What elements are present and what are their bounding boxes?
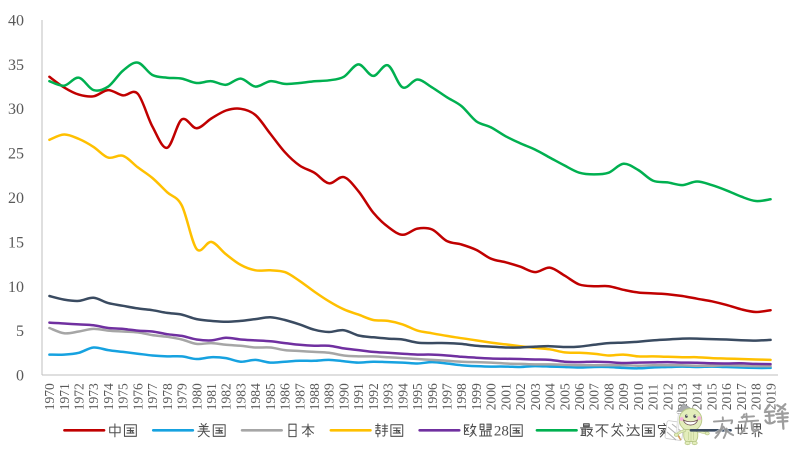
svg-text:2009: 2009 <box>616 383 631 410</box>
svg-text:1983: 1983 <box>233 383 248 410</box>
svg-text:1987: 1987 <box>292 383 307 410</box>
svg-text:1978: 1978 <box>160 383 175 410</box>
svg-text:20: 20 <box>8 190 24 207</box>
svg-text:1993: 1993 <box>381 383 396 410</box>
svg-text:1992: 1992 <box>366 383 381 410</box>
svg-text:1979: 1979 <box>175 383 190 410</box>
svg-text:2002: 2002 <box>513 383 528 410</box>
svg-text:1971: 1971 <box>57 383 72 410</box>
svg-text:2007: 2007 <box>587 383 602 410</box>
svg-text:2015: 2015 <box>705 383 720 410</box>
svg-text:1975: 1975 <box>116 383 131 410</box>
svg-text:1998: 1998 <box>454 383 469 410</box>
svg-text:1997: 1997 <box>440 383 455 410</box>
svg-text:2014: 2014 <box>690 383 705 410</box>
svg-text:1984: 1984 <box>248 383 263 410</box>
svg-text:1974: 1974 <box>101 383 116 410</box>
svg-text:1976: 1976 <box>130 383 145 410</box>
svg-text:1980: 1980 <box>189 383 204 410</box>
svg-text:1989: 1989 <box>322 383 337 410</box>
svg-text:2017: 2017 <box>734 383 749 410</box>
svg-text:2004: 2004 <box>543 383 558 410</box>
svg-text:1977: 1977 <box>145 383 160 410</box>
svg-text:1970: 1970 <box>42 383 57 410</box>
svg-text:2003: 2003 <box>528 383 543 410</box>
svg-text:1982: 1982 <box>219 383 234 410</box>
svg-text:2013: 2013 <box>675 383 690 410</box>
svg-text:40: 40 <box>8 13 24 30</box>
svg-text:2005: 2005 <box>557 383 572 410</box>
svg-text:25: 25 <box>8 146 24 163</box>
svg-text:2000: 2000 <box>484 383 499 410</box>
svg-text:1999: 1999 <box>469 383 484 410</box>
svg-text:2019: 2019 <box>763 383 778 410</box>
svg-text:28: 28 <box>494 424 509 440</box>
svg-text:5: 5 <box>16 323 24 340</box>
svg-text:0: 0 <box>16 368 24 385</box>
svg-text:1972: 1972 <box>72 383 87 410</box>
svg-text:2011: 2011 <box>646 384 661 411</box>
svg-text:1991: 1991 <box>351 383 366 410</box>
svg-text:35: 35 <box>8 57 24 74</box>
svg-text:1996: 1996 <box>425 383 440 410</box>
svg-text:2012: 2012 <box>660 383 675 410</box>
svg-text:2016: 2016 <box>719 383 734 410</box>
svg-text:1986: 1986 <box>278 383 293 410</box>
svg-text:1973: 1973 <box>86 383 101 410</box>
svg-text:1988: 1988 <box>307 383 322 410</box>
svg-text:2008: 2008 <box>601 383 616 410</box>
svg-text:2001: 2001 <box>498 383 513 410</box>
svg-text:1985: 1985 <box>263 383 278 410</box>
svg-text:15: 15 <box>8 234 24 251</box>
svg-text:1981: 1981 <box>204 383 219 410</box>
svg-text:2006: 2006 <box>572 383 587 410</box>
svg-text:1994: 1994 <box>395 383 410 410</box>
svg-text:10: 10 <box>8 279 24 296</box>
svg-text:1995: 1995 <box>410 383 425 410</box>
svg-text:2010: 2010 <box>631 383 646 410</box>
svg-text:1990: 1990 <box>337 383 352 410</box>
svg-text:30: 30 <box>8 101 24 118</box>
svg-text:2018: 2018 <box>749 383 764 410</box>
